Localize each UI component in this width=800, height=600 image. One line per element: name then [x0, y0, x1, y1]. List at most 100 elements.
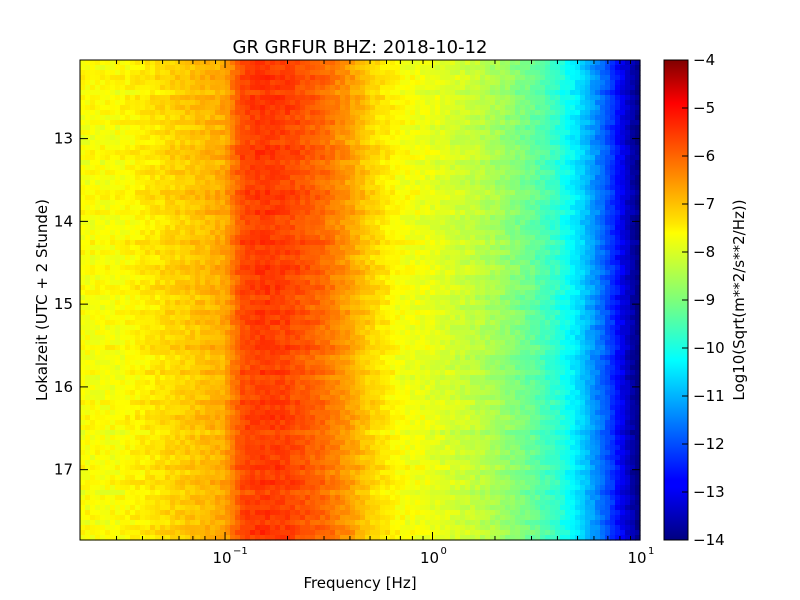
heatmap-cell [585, 235, 591, 241]
heatmap-cell [190, 80, 196, 86]
heatmap-cell [410, 205, 416, 211]
heatmap-cell [140, 195, 146, 201]
heatmap-cell [525, 250, 531, 256]
heatmap-cell [80, 160, 86, 166]
heatmap-cell [405, 100, 411, 106]
heatmap-cell [470, 165, 476, 171]
heatmap-cell [435, 130, 441, 136]
heatmap-cell [330, 60, 336, 66]
heatmap-cell [510, 60, 516, 66]
heatmap-cell [215, 185, 221, 191]
heatmap-cell [440, 235, 446, 241]
heatmap-cell [380, 265, 386, 271]
heatmap-cell [625, 105, 631, 111]
heatmap-cell [430, 220, 436, 226]
heatmap-cell [205, 90, 211, 96]
heatmap-cell [185, 130, 191, 136]
heatmap-cell [315, 190, 321, 196]
heatmap-cell [455, 95, 461, 101]
heatmap-cell [370, 275, 376, 281]
heatmap-cell [425, 105, 431, 111]
heatmap-cell [95, 245, 101, 251]
heatmap-cell [330, 255, 336, 261]
heatmap-cell [275, 135, 281, 141]
heatmap-cell [600, 105, 606, 111]
heatmap-cell [420, 180, 426, 186]
heatmap-cell [460, 185, 466, 191]
heatmap-cell [500, 260, 506, 266]
heatmap-cell [380, 250, 386, 256]
heatmap-cell [400, 255, 406, 261]
heatmap-cell [440, 175, 446, 181]
heatmap-cell [415, 110, 421, 116]
heatmap-cell [215, 175, 221, 181]
heatmap-cell [315, 210, 321, 216]
heatmap-cell [175, 95, 181, 101]
heatmap-cell [530, 75, 536, 81]
heatmap-cell [270, 60, 276, 66]
heatmap-cell [355, 240, 361, 246]
heatmap-cell [495, 150, 501, 156]
heatmap-cell [620, 70, 626, 76]
heatmap-cell [525, 115, 531, 121]
heatmap-cell [465, 205, 471, 211]
heatmap-cell [585, 255, 591, 261]
heatmap-cell [175, 115, 181, 121]
heatmap-cell [480, 185, 486, 191]
heatmap-cell [315, 240, 321, 246]
heatmap-cell [200, 210, 206, 216]
heatmap-cell [320, 175, 326, 181]
heatmap-cell [555, 135, 561, 141]
heatmap-cell [475, 90, 481, 96]
heatmap-cell [110, 265, 116, 271]
heatmap-cell [150, 150, 156, 156]
heatmap-cell [135, 185, 141, 191]
heatmap-cell [560, 165, 566, 171]
heatmap-cell [245, 270, 251, 276]
heatmap-cell [170, 95, 176, 101]
heatmap-cell [580, 70, 586, 76]
heatmap-cell [295, 170, 301, 176]
heatmap-cell [90, 260, 96, 266]
heatmap-cell [590, 95, 596, 101]
heatmap-cell [410, 270, 416, 276]
heatmap-cell [235, 70, 241, 76]
heatmap-cell [430, 235, 436, 241]
heatmap-cell [360, 190, 366, 196]
heatmap-cell [385, 95, 391, 101]
heatmap-cell [630, 240, 636, 246]
heatmap-cell [325, 60, 331, 66]
heatmap-cell [320, 135, 326, 141]
heatmap-cell [590, 275, 596, 281]
heatmap-cell [450, 150, 456, 156]
heatmap-cell [200, 95, 206, 101]
heatmap-cell [455, 205, 461, 211]
heatmap-cell [465, 80, 471, 86]
heatmap-cell [495, 135, 501, 141]
heatmap-cell [545, 180, 551, 186]
heatmap-cell [95, 260, 101, 266]
heatmap-cell [135, 265, 141, 271]
heatmap-cell [575, 210, 581, 216]
heatmap-cell [215, 70, 221, 76]
heatmap-cell [190, 95, 196, 101]
heatmap-cell [580, 220, 586, 226]
heatmap-cell [80, 240, 86, 246]
heatmap-cell [225, 135, 231, 141]
heatmap-cell [135, 255, 141, 261]
heatmap-cell [400, 280, 406, 286]
heatmap-cell [345, 245, 351, 251]
heatmap-cell [85, 175, 91, 181]
heatmap-cell [150, 135, 156, 141]
heatmap-cell [245, 175, 251, 181]
heatmap-cell [345, 265, 351, 271]
heatmap-cell [510, 195, 516, 201]
heatmap-cell [580, 275, 586, 281]
heatmap-cell [485, 260, 491, 266]
heatmap-cell [345, 240, 351, 246]
heatmap-cell [140, 110, 146, 116]
heatmap-cell [430, 135, 436, 141]
heatmap-cell [455, 110, 461, 116]
heatmap-cell [160, 215, 166, 221]
heatmap-cell [140, 225, 146, 231]
